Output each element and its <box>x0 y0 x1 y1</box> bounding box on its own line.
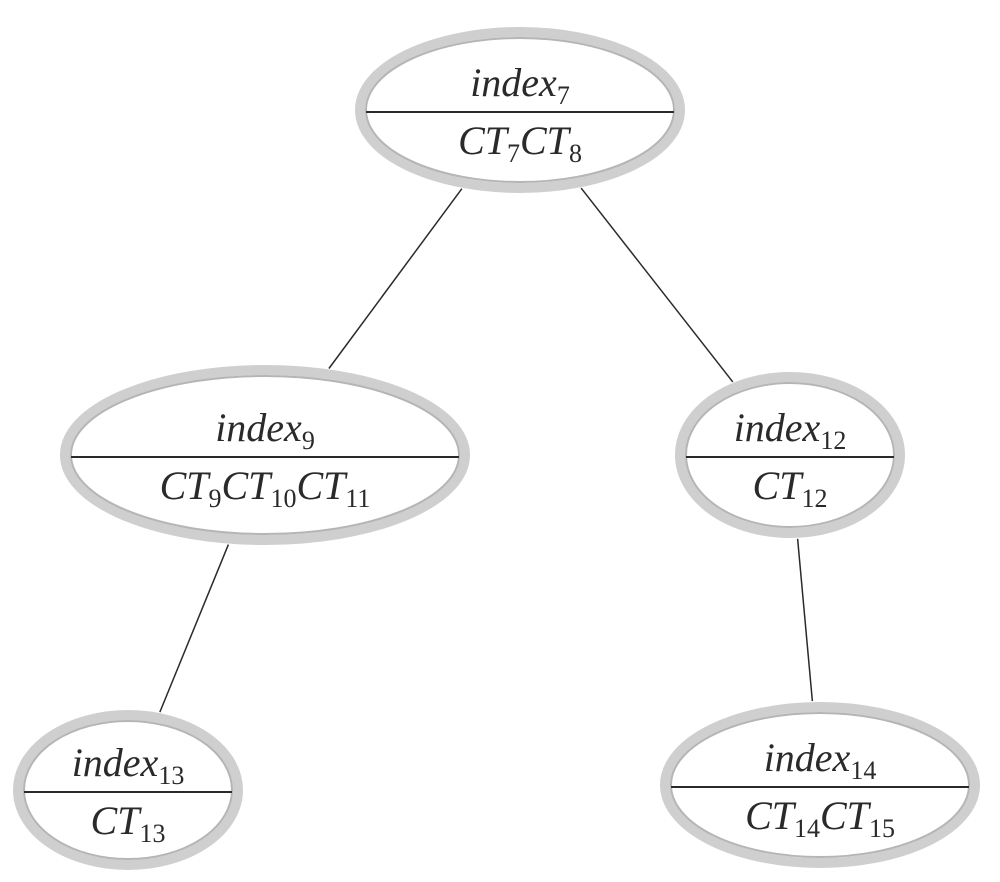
edge-n7-n12 <box>581 188 733 382</box>
node-n14: index14CT14CT15 <box>665 707 975 863</box>
node-n7-ct-label: CT7CT8 <box>458 118 582 168</box>
node-n9-ct-label: CT9CT10CT11 <box>160 463 371 513</box>
edge-n12-n14 <box>798 539 813 701</box>
tree-diagram: index7 CT7CT8 index9 CT9CT10CT11 index12CT12… <box>0 0 1000 882</box>
node-n9: index9 CT9CT10CT11 <box>65 370 465 540</box>
node-n12: index12CT12 <box>680 377 900 533</box>
node-n13: index13CT13 <box>18 715 238 865</box>
edge-n9-n13 <box>160 545 229 713</box>
node-n7-index-label: index7 <box>470 60 570 110</box>
node-n7: index7 CT7CT8 <box>360 32 680 188</box>
node-n9-index-label: index9 <box>215 405 315 455</box>
edge-n7-n9 <box>329 189 462 369</box>
